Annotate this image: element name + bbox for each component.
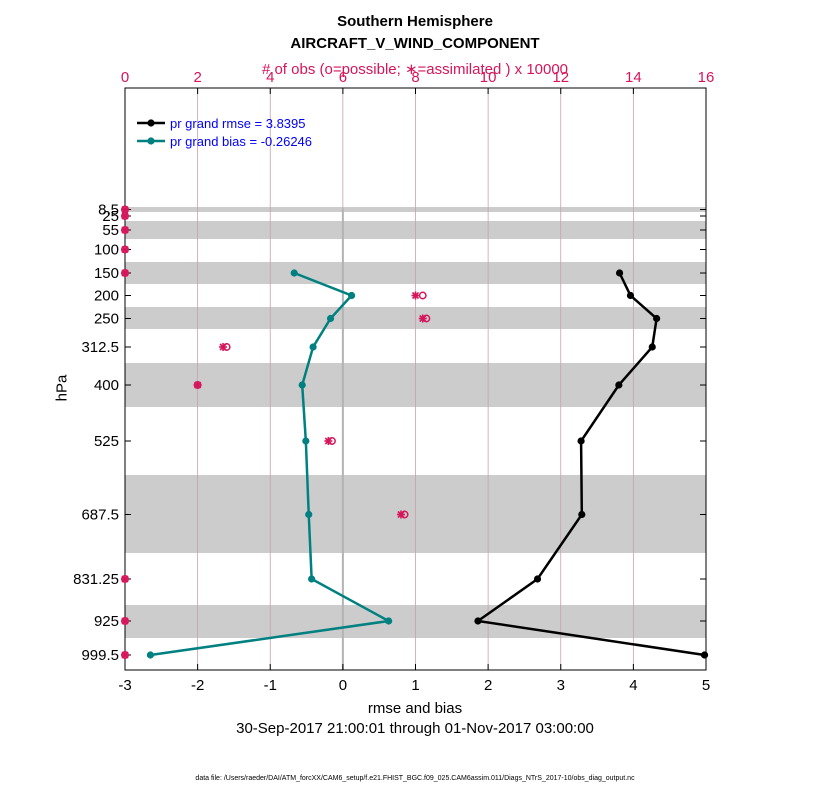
bias-point xyxy=(308,575,316,583)
y-tick-label: 999.5 xyxy=(81,647,119,664)
rmse-point xyxy=(648,343,656,351)
y-tick-label: 8.5 xyxy=(98,202,119,219)
legend-bias-marker xyxy=(147,137,155,145)
rmse-line xyxy=(474,272,705,657)
x-tick-label: 5 xyxy=(702,677,710,694)
obs-assimilated-marker xyxy=(121,226,129,234)
bias-point xyxy=(326,314,335,323)
top-x-tick-label: 4 xyxy=(266,69,274,86)
rmse-point xyxy=(653,314,661,323)
top-x-tick-label: 8 xyxy=(411,69,419,86)
y-tick-label: 100 xyxy=(94,242,119,259)
y-tick-label: 150 xyxy=(94,265,119,282)
bias-point xyxy=(290,269,298,277)
y-tick-label: 525 xyxy=(94,433,119,450)
y-tick-label: 200 xyxy=(94,288,119,305)
legend-rmse-marker xyxy=(147,119,155,127)
obs-assimilated-marker xyxy=(418,314,427,323)
x-tick-label: 4 xyxy=(629,677,637,694)
y-tick-label: 687.5 xyxy=(81,507,119,524)
y-tick-label: 925 xyxy=(94,613,119,630)
x-tick-label: -1 xyxy=(264,677,277,694)
top-x-tick-label: 6 xyxy=(339,69,347,86)
obs-assimilated-marker xyxy=(411,291,420,300)
top-x-tick-label: 10 xyxy=(480,69,497,86)
rmse-point xyxy=(577,437,585,445)
top-x-tick-label: 2 xyxy=(193,69,201,86)
bias-point xyxy=(302,437,310,445)
y-tick-label: 312.5 xyxy=(81,339,119,356)
bias-point xyxy=(347,291,356,300)
top-x-tick-label: 12 xyxy=(552,69,569,86)
x-tick-label: 0 xyxy=(339,677,347,694)
rmse-point xyxy=(615,381,623,389)
x-tick-label: 3 xyxy=(557,677,565,694)
data-file-footnote: data file: /Users/raeder/DAI/ATM_forcXX/… xyxy=(195,775,635,782)
x-tick-label: 2 xyxy=(484,677,492,694)
top-axis-label: # of obs (o=possible; ∗=assimilated ) x … xyxy=(261,61,569,78)
rmse-point xyxy=(626,291,635,300)
obs-possible-marker xyxy=(418,291,427,300)
legend-rmse-label: pr grand rmse = 3.8395 xyxy=(170,116,306,131)
obs-assimilated-marker xyxy=(121,651,129,659)
obs-assimilated-marker xyxy=(121,575,129,583)
bias-point xyxy=(298,381,306,389)
y-tick-label: 400 xyxy=(94,377,119,394)
x-tick-label: -2 xyxy=(191,677,204,694)
bias-point xyxy=(305,510,313,519)
chart-subtitle: AIRCRAFT_V_WIND_COMPONENT xyxy=(290,35,540,52)
x-axis-label: rmse and bias xyxy=(367,700,463,717)
obs-assimilated-marker xyxy=(324,437,333,445)
x-tick-label: 1 xyxy=(411,677,419,694)
x-tick-label: -3 xyxy=(118,677,131,694)
top-x-tick-label: 14 xyxy=(625,69,642,86)
rmse-point xyxy=(578,510,586,519)
y-tick-label: 25 xyxy=(102,208,119,225)
obs-assimilated-marker xyxy=(121,269,129,277)
date-range: 30-Sep-2017 21:00:01 through 01-Nov-2017… xyxy=(236,720,594,737)
rmse-point xyxy=(615,269,624,277)
obs-assimilated-marker xyxy=(219,343,228,351)
legend-bias-label: pr grand bias = -0.26246 xyxy=(170,134,312,149)
bias-point xyxy=(146,651,155,659)
obs-assimilated-marker xyxy=(121,245,129,254)
rmse-point xyxy=(700,651,709,659)
bias-line xyxy=(150,271,393,657)
bias-point xyxy=(385,617,393,625)
top-x-tick-label: 16 xyxy=(698,69,715,86)
y-tick-label: 250 xyxy=(94,311,119,328)
y-axis-label: hPa xyxy=(53,374,71,402)
rmse-point xyxy=(533,575,542,583)
y-tick-label: 831.25 xyxy=(73,571,119,588)
rmse-point xyxy=(474,617,482,625)
top-x-tick-label: 0 xyxy=(121,69,129,86)
obs-assimilated-marker xyxy=(121,212,129,220)
bias-point xyxy=(309,343,317,351)
obs-assimilated-marker xyxy=(121,617,129,625)
y-tick-label: 55 xyxy=(102,222,119,239)
obs-assimilated-marker xyxy=(193,381,202,389)
chart-title: Southern Hemisphere xyxy=(337,13,493,30)
obs-assimilated-marker xyxy=(396,510,405,519)
